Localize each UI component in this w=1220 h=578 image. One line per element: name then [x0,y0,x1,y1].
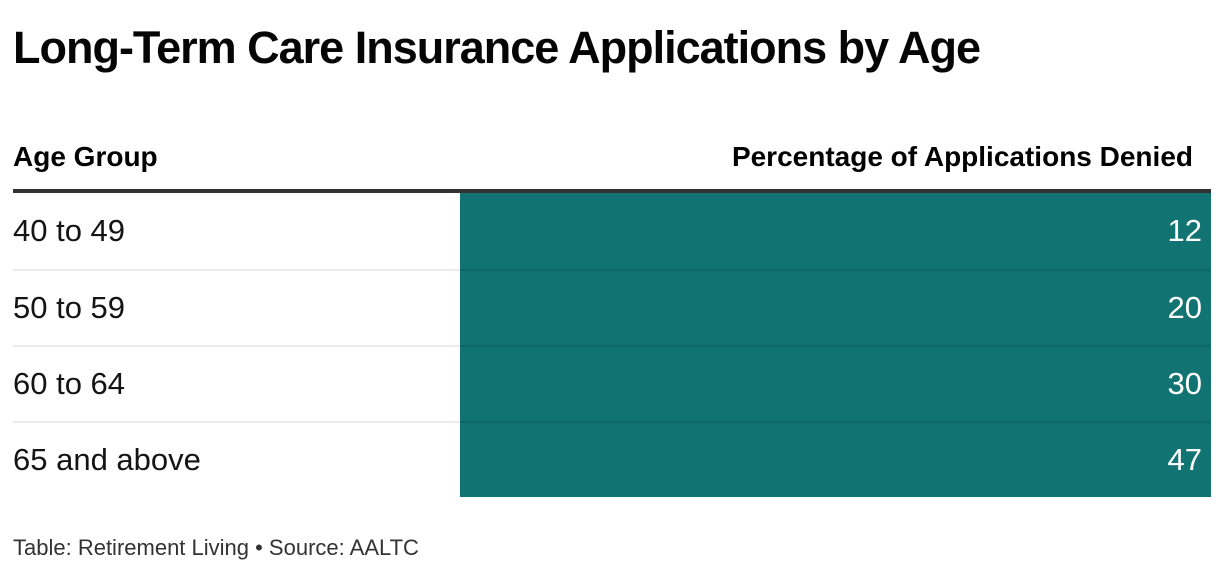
age-group-cell: 40 to 49 [13,193,460,269]
table-row: 60 to 64 30 [13,345,1211,421]
header-rule-divider [13,189,1211,193]
percent-denied-value: 47 [1167,442,1202,477]
table-row: 65 and above 47 [13,421,1211,497]
percent-denied-value: 20 [1167,290,1202,325]
percent-denied-value: 30 [1167,366,1202,401]
page-title: Long-Term Care Insurance Applications by… [13,22,981,73]
table-body: 40 to 49 12 50 to 59 20 60 to 64 30 65 a… [13,193,1211,497]
table-caption: Table: Retirement Living • Source: AALTC [13,535,419,560]
age-group-cell: 65 and above [13,421,460,497]
table-row: 50 to 59 20 [13,269,1211,345]
table-header-row: Age Group Percentage of Applications Den… [13,140,1211,174]
percent-denied-bar-cell: 30 [460,345,1211,421]
age-group-cell: 60 to 64 [13,345,460,421]
percent-denied-bar-cell: 20 [460,269,1211,345]
column-header-age-group: Age Group [13,141,158,172]
column-header-percent-denied: Percentage of Applications Denied [731,141,1193,172]
percent-denied-bar-cell: 47 [460,421,1211,497]
percent-denied-value: 12 [1167,213,1202,248]
percent-denied-bar-cell: 12 [460,193,1211,269]
age-group-cell: 50 to 59 [13,269,460,345]
table-row: 40 to 49 12 [13,193,1211,269]
